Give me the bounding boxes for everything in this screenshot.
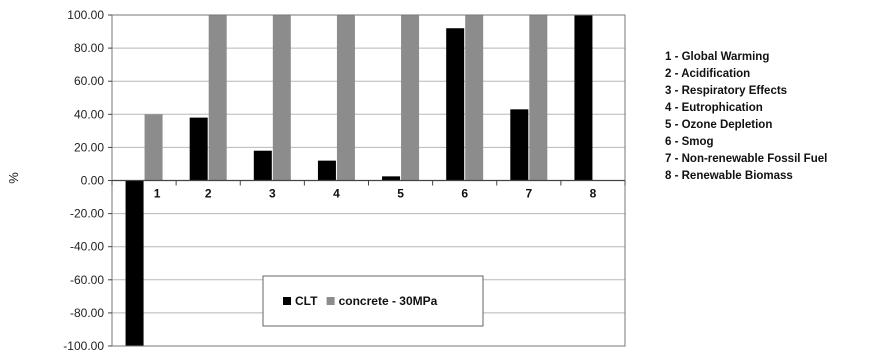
- category-label: 5: [397, 187, 404, 201]
- bar-clt: [317, 160, 336, 181]
- y-tick-label: -20.00: [70, 207, 104, 221]
- category-note: 3 - Respiratory Effects: [665, 85, 787, 97]
- category-label: 4: [333, 187, 340, 201]
- legend: CLT concrete - 30MPa: [262, 275, 484, 327]
- bar-clt: [574, 15, 593, 181]
- y-tick-label: -100.00: [63, 339, 104, 353]
- category-notes: 1 - Global Warming 2 - Acidification 3 - R…: [665, 51, 827, 182]
- legend-label: CLT: [295, 294, 318, 308]
- bar-concrete-30mpa: [401, 15, 420, 181]
- y-tick-labels: 100.00 80.00 60.00 40.00 20.00 0.00 -20.00 -40.…: [63, 8, 104, 353]
- category-note: 1 - Global Warming: [665, 51, 769, 63]
- y-tick-label: 100.00: [67, 8, 104, 22]
- category-note: 6 - Smog: [665, 136, 714, 148]
- legend-label: concrete - 30MPa: [339, 294, 438, 308]
- category-note: 4 - Eutrophication: [665, 102, 763, 114]
- bar-concrete-30mpa: [208, 15, 227, 181]
- y-tick-label: 0.00: [81, 174, 105, 188]
- category-label: 8: [590, 187, 597, 201]
- category-labels: 1 2 3 4 5 6 7 8: [154, 187, 597, 201]
- category-note: 7 - Non-renewable Fossil Fuel: [665, 153, 827, 165]
- y-tick-label: -80.00: [70, 306, 104, 320]
- bar-clt: [446, 28, 465, 181]
- bar-clt: [253, 150, 272, 181]
- bar-concrete-30mpa: [144, 114, 163, 181]
- y-tick-label: 60.00: [74, 74, 104, 88]
- axes: [108, 14, 626, 347]
- y-tick-label: -40.00: [70, 240, 104, 254]
- bar-concrete-30mpa: [465, 15, 484, 181]
- legend-box: [262, 275, 484, 327]
- bar-concrete-30mpa: [336, 15, 355, 181]
- legend-swatch: [326, 297, 335, 305]
- y-axis-label: %: [6, 172, 21, 184]
- bar-clt: [510, 109, 529, 181]
- category-note: 8 - Renewable Biomass: [665, 170, 793, 182]
- bar-clt: [382, 176, 401, 181]
- bar-concrete-30mpa: [272, 15, 291, 181]
- y-tick-label: 80.00: [74, 41, 104, 55]
- bar-clt: [189, 117, 208, 181]
- category-label: 2: [205, 187, 212, 201]
- bar-clt: [125, 180, 144, 346]
- category-note: 5 - Ozone Depletion: [665, 119, 772, 131]
- category-note: 2 - Acidification: [665, 68, 750, 80]
- category-label: 3: [269, 187, 276, 201]
- category-label: 1: [154, 187, 161, 201]
- legend-swatch: [283, 297, 291, 305]
- bar-concrete-30mpa: [529, 15, 548, 181]
- bars: [125, 15, 593, 346]
- y-tick-label: 20.00: [74, 140, 104, 154]
- category-label: 6: [461, 187, 468, 201]
- y-tick-label: 40.00: [74, 107, 104, 121]
- category-label: 7: [525, 187, 532, 201]
- y-tick-label: -60.00: [70, 273, 104, 287]
